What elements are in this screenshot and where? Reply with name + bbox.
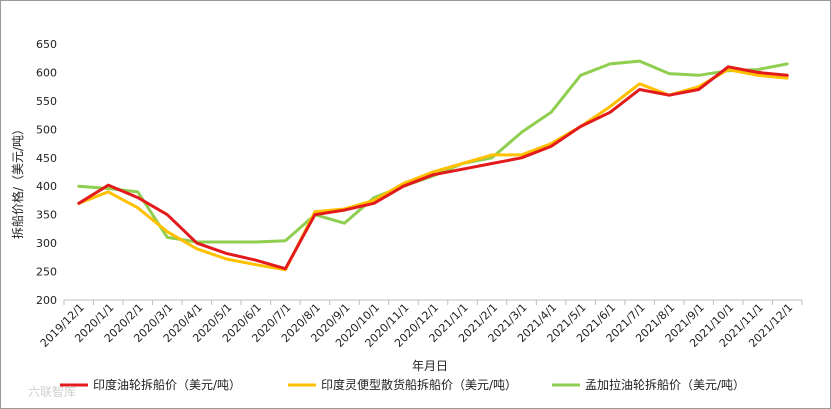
x-axis [63, 299, 803, 305]
watermark: 六联智库 [28, 384, 76, 399]
y-tick-label: 600 [36, 66, 57, 79]
y-tick-label: 250 [36, 266, 57, 279]
y-axis-title: 拆船价格/（美元/吨） [10, 123, 25, 239]
y-tick-label: 300 [36, 237, 57, 250]
series-lines [77, 59, 789, 272]
x-axis-title: 年月日 [412, 359, 448, 373]
y-tick-label: 550 [36, 95, 57, 108]
y-tick-label: 650 [36, 38, 57, 51]
y-tick-label: 200 [36, 294, 57, 307]
y-axis: 200 250 300 350 400 450 500 550 600 650 [36, 38, 57, 307]
y-tick-label: 350 [36, 209, 57, 222]
legend-label: 孟加拉油轮拆船价（美元/吨） [585, 377, 745, 392]
legend-label: 印度油轮拆船价（美元/吨） [93, 377, 241, 392]
legend: 印度油轮拆船价（美元/吨） 印度灵便型散货船拆船价（美元/吨） 孟加拉油轮拆船价（美… [60, 377, 745, 392]
y-tick-label: 500 [36, 123, 57, 136]
series-line-1 [77, 65, 789, 271]
y-tick-label: 400 [36, 180, 57, 193]
legend-label: 印度灵便型散货船拆船价（美元/吨） [321, 377, 517, 392]
y-tick-label: 450 [36, 152, 57, 165]
